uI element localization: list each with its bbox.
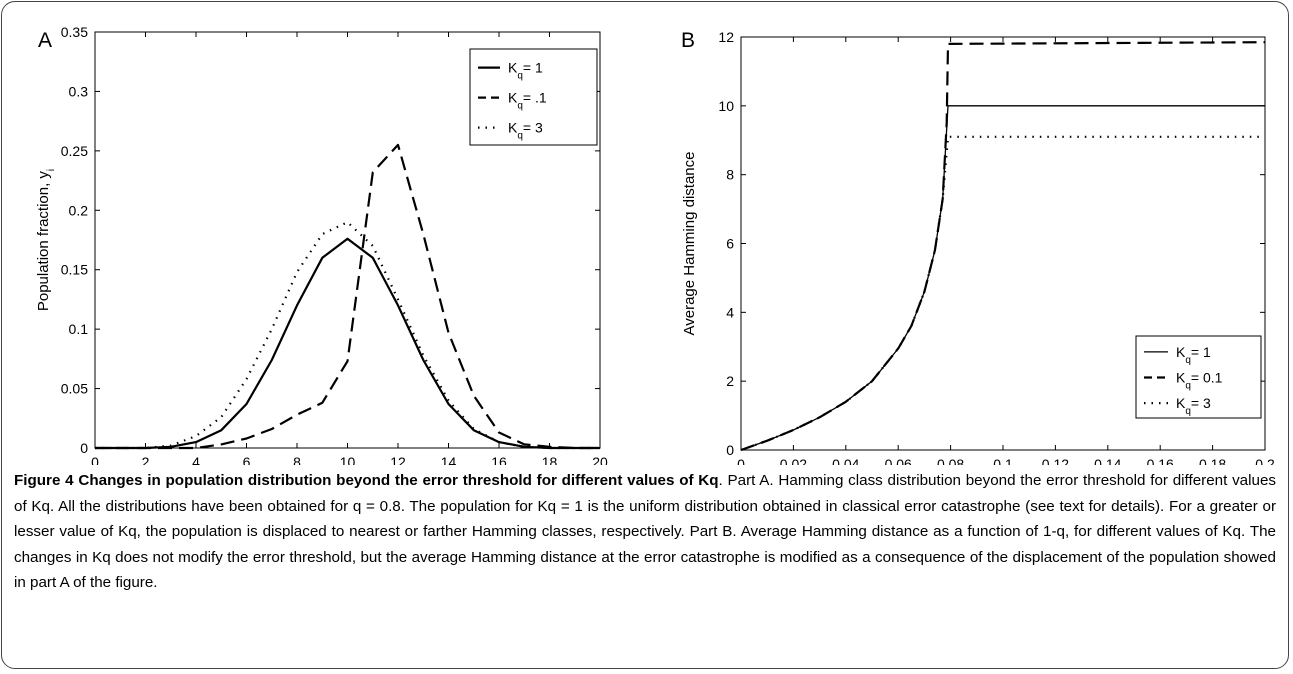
- y-tick-label: 10: [718, 98, 734, 114]
- y-tick-label: 0: [80, 440, 88, 456]
- x-tick-label: 18: [542, 454, 558, 465]
- y-axis-label-subscript: i: [46, 169, 57, 171]
- x-tick-label: 20: [592, 454, 608, 465]
- figure-caption: Figure 4 Changes in population distribut…: [14, 468, 1276, 596]
- legend-label-subscript: q: [1185, 406, 1191, 417]
- y-tick-label: 0.35: [61, 24, 88, 40]
- x-tick-label: 6: [243, 454, 251, 465]
- x-tick-label: 2: [142, 454, 150, 465]
- x-tick-label: 0.06: [885, 456, 912, 465]
- legend-label-subscript: q: [1185, 380, 1191, 391]
- x-tick-label: 0.16: [1147, 456, 1174, 465]
- legend-label-value: = 1: [1191, 344, 1211, 360]
- x-tick-label: 14: [441, 454, 457, 465]
- y-tick-label: 0.25: [61, 143, 88, 159]
- legend-label-value: = 3: [1191, 395, 1211, 411]
- legend-label-subscript: q: [517, 130, 523, 141]
- x-tick-label: 0.04: [832, 456, 859, 465]
- legend-label-subscript: q: [517, 70, 523, 81]
- x-tick-label: 4: [192, 454, 200, 465]
- series-line: [95, 221, 600, 450]
- x-tick-label: 0.02: [780, 456, 807, 465]
- panel-letter: A: [38, 29, 52, 52]
- y-tick-label: 0.05: [61, 381, 88, 397]
- x-tick-label: 0.18: [1199, 456, 1226, 465]
- x-tick-label: 0.12: [1042, 456, 1069, 465]
- panel-a-chart: A 0 2 4 6 8 10 12 14 16 18 20 0 0.05 0.1 0.15 0.2 0.25 0.3…: [35, 24, 608, 465]
- series-line: [740, 41, 1266, 452]
- legend-box: [469, 48, 598, 146]
- x-tick-label: 12: [390, 454, 406, 465]
- y-tick-label: 12: [718, 29, 734, 45]
- x-tick-label: 10: [340, 454, 356, 465]
- caption-title: Figure 4 Changes in population distribut…: [14, 472, 719, 489]
- x-tick-label: 16: [491, 454, 507, 465]
- legend-box: [1135, 335, 1262, 419]
- y-tick-label: 8: [726, 167, 734, 183]
- legend-label-subscript: q: [1185, 354, 1191, 365]
- y-axis-label: Average Hamming distance: [681, 152, 698, 336]
- series-line: [95, 143, 600, 450]
- y-tick-label: 0: [726, 442, 734, 458]
- y-tick-label: 4: [726, 304, 734, 320]
- caption-text: . Part A. Hamming class distribution bey…: [14, 472, 1276, 591]
- panel-letter: B: [681, 29, 695, 52]
- x-tick-label: 0: [737, 456, 745, 465]
- y-axis-label: Population fraction, yi: [35, 169, 57, 311]
- x-tick-label: 0.2: [1255, 456, 1275, 465]
- legend-label-value: = 0.1: [1191, 370, 1223, 386]
- figure-panels: A0 2 4 6 8 10 12 14 16 18 2000.050.10.150.20.250.3…: [35, 24, 1275, 465]
- legend-label-value: = .1: [523, 90, 547, 106]
- y-tick-label: 0.2: [69, 202, 89, 218]
- y-tick-label: 0.15: [61, 262, 88, 278]
- y-tick-label: 2: [726, 373, 734, 389]
- panel-b-chart: B 0 0.02 0.04 0.06 0.08 0.1 0.12 0.14 0.16 0.18 0.2…: [681, 29, 1275, 465]
- legend-label-subscript: q: [517, 100, 523, 111]
- y-tick-label: 6: [726, 236, 734, 252]
- y-tick-label: 0.3: [69, 83, 89, 99]
- x-tick-label: 0: [91, 454, 99, 465]
- legend-label-value: = 3: [523, 120, 543, 136]
- x-tick-label: 8: [293, 454, 301, 465]
- legend-label-value: = 1: [523, 60, 543, 76]
- x-tick-label: 0.1: [993, 456, 1013, 465]
- x-tick-label: 0.08: [937, 456, 964, 465]
- series-line: [95, 237, 600, 450]
- x-tick-label: 0.14: [1094, 456, 1121, 465]
- y-tick-label: 0.1: [69, 321, 89, 337]
